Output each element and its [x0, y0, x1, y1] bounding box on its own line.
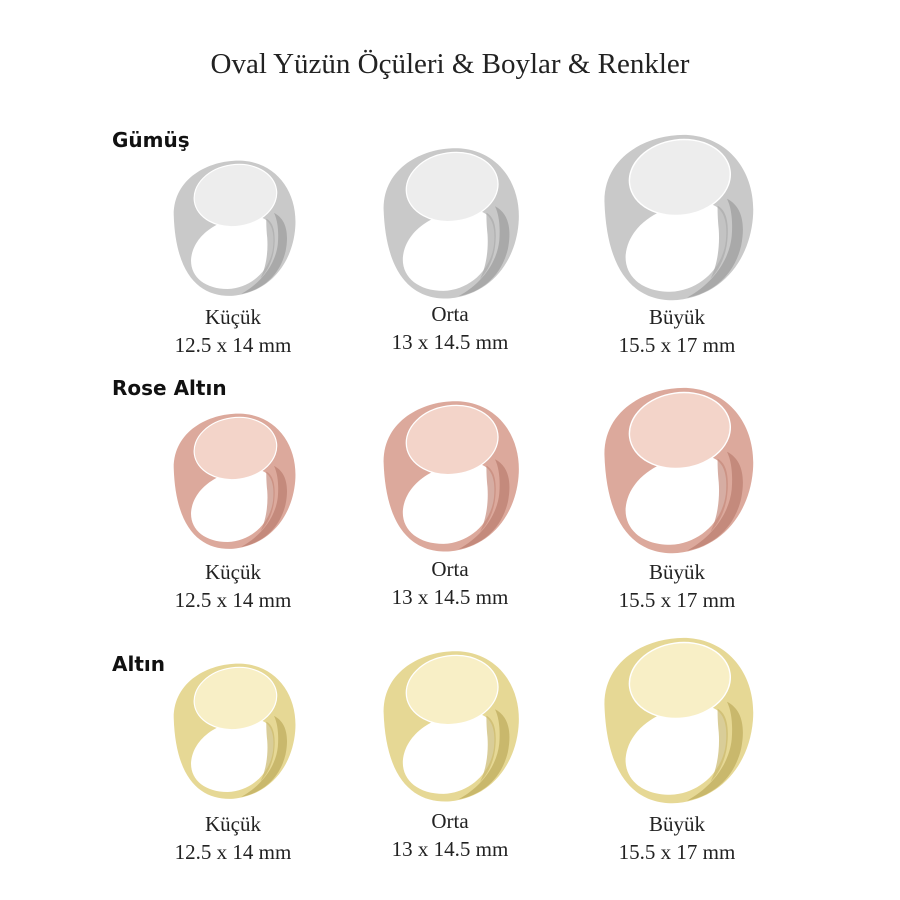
ring-caption: Orta 13 x 14.5 mm — [340, 555, 560, 611]
row-label: Altın — [112, 652, 165, 676]
ring-image — [375, 142, 525, 303]
size-dimensions: 15.5 x 17 mm — [618, 588, 736, 612]
size-name: Küçük — [205, 305, 261, 329]
row-label: Gümüş — [112, 128, 190, 152]
ring-caption: Büyük 15.5 x 17 mm — [567, 303, 787, 359]
ring-caption: Küçük 12.5 x 14 mm — [123, 810, 343, 866]
ring-image — [166, 408, 301, 553]
ring-image — [375, 395, 525, 556]
ring-caption: Küçük 12.5 x 14 mm — [123, 303, 343, 359]
size-dimensions: 12.5 x 14 mm — [174, 333, 292, 357]
size-dimensions: 13 x 14.5 mm — [391, 585, 509, 609]
ring-image — [595, 128, 760, 305]
row-label: Rose Altın — [112, 376, 227, 400]
size-dimensions: 15.5 x 17 mm — [618, 840, 736, 864]
ring-image — [375, 645, 525, 806]
size-name: Küçük — [205, 812, 261, 836]
size-dimensions: 12.5 x 14 mm — [174, 588, 292, 612]
size-name: Orta — [431, 302, 469, 326]
ring-caption: Orta 13 x 14.5 mm — [340, 300, 560, 356]
ring-image — [595, 381, 760, 558]
ring-image — [166, 658, 301, 803]
size-name: Büyük — [648, 560, 705, 584]
size-name: Orta — [431, 557, 469, 581]
size-name: Büyük — [648, 812, 705, 836]
ring-caption: Büyük 15.5 x 17 mm — [567, 558, 787, 614]
size-dimensions: 12.5 x 14 mm — [174, 840, 292, 864]
ring-caption: Büyük 15.5 x 17 mm — [567, 810, 787, 866]
size-name: Küçük — [205, 560, 261, 584]
size-name: Büyük — [648, 305, 705, 329]
ring-image — [595, 631, 760, 808]
size-dimensions: 13 x 14.5 mm — [391, 837, 509, 861]
ring-caption: Orta 13 x 14.5 mm — [340, 807, 560, 863]
size-dimensions: 13 x 14.5 mm — [391, 330, 509, 354]
page-title: Oval Yüzün Öçüleri & Boylar & Renkler — [210, 48, 690, 80]
size-dimensions: 15.5 x 17 mm — [618, 333, 736, 357]
size-name: Orta — [431, 809, 469, 833]
ring-caption: Küçük 12.5 x 14 mm — [123, 558, 343, 614]
ring-image — [166, 155, 301, 300]
